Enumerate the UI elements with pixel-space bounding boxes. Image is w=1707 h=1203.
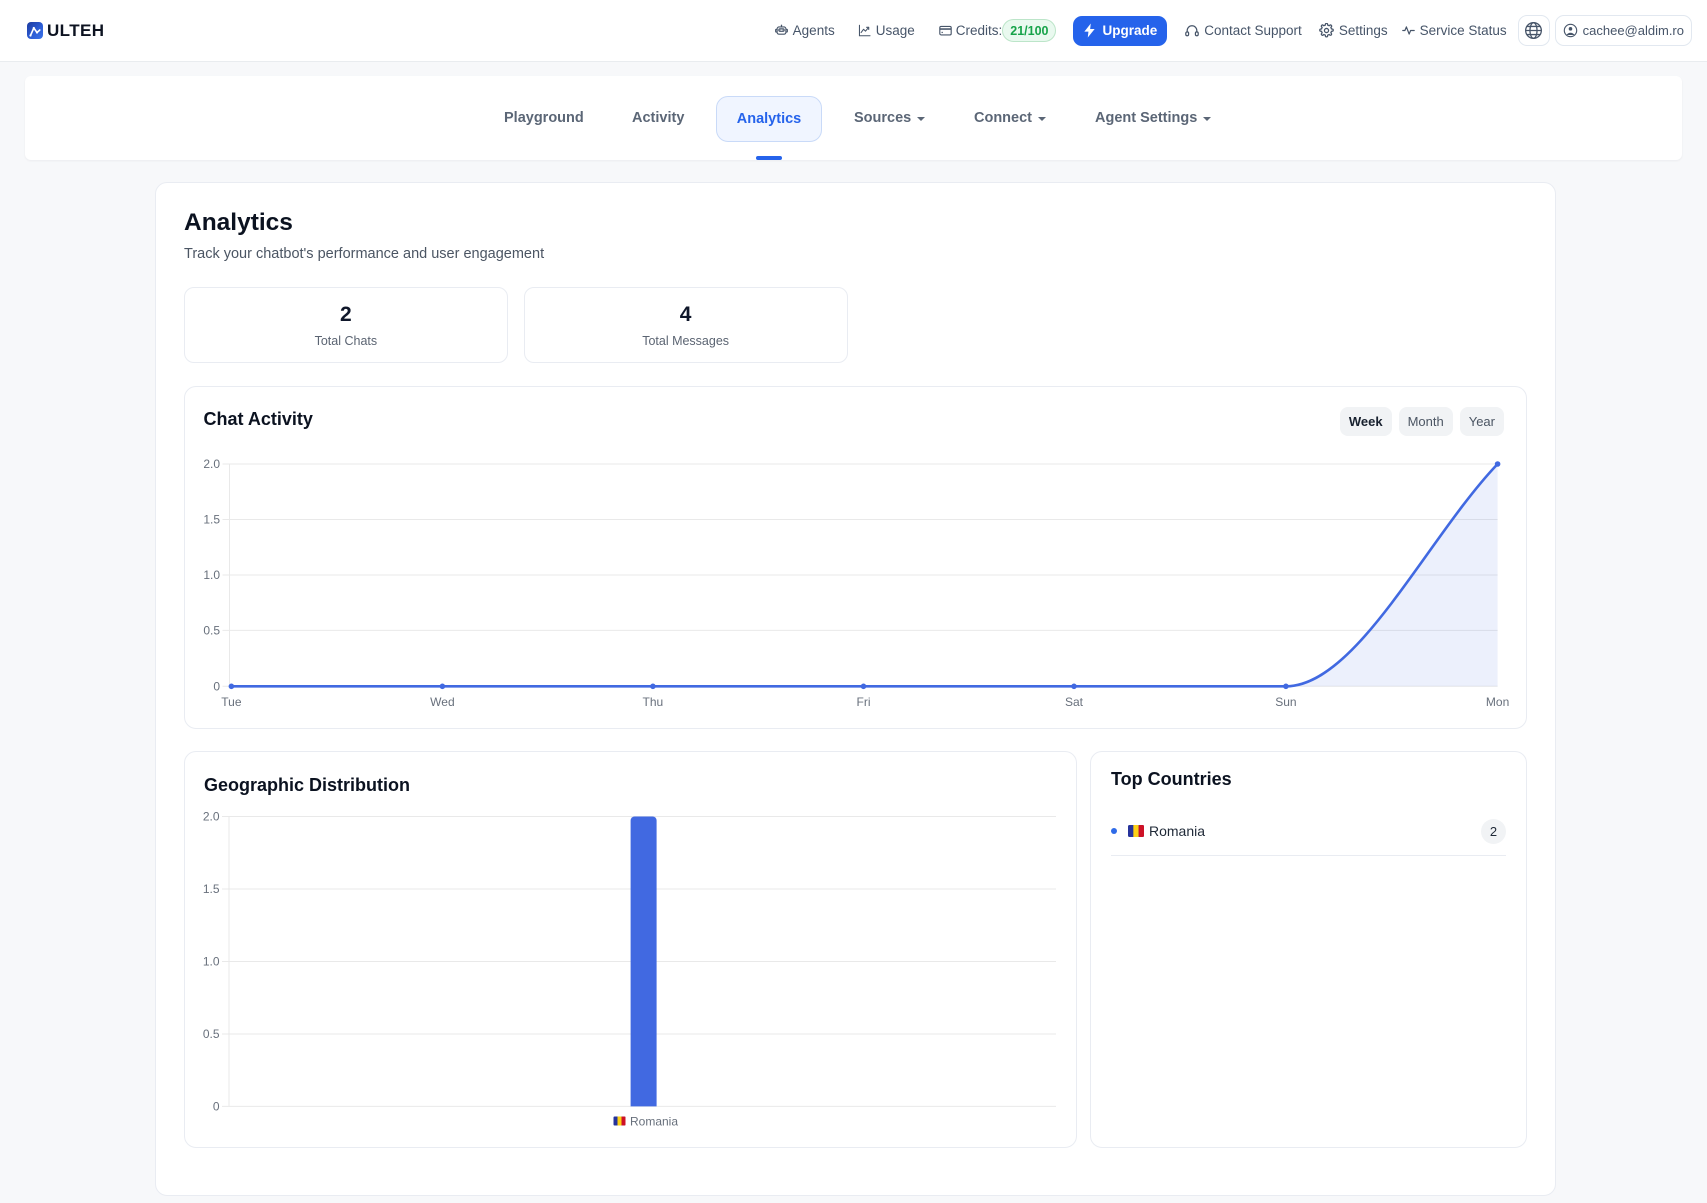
- svg-text:Thu: Thu: [643, 695, 664, 709]
- svg-text:2.0: 2.0: [203, 457, 220, 471]
- svg-text:Tue: Tue: [221, 695, 242, 709]
- svg-text:2.0: 2.0: [203, 809, 220, 823]
- svg-text:Fri: Fri: [857, 695, 871, 709]
- svg-text:1.5: 1.5: [203, 512, 220, 526]
- svg-text:1.0: 1.0: [203, 568, 220, 582]
- svg-text:Sat: Sat: [1065, 695, 1084, 709]
- svg-text:1.5: 1.5: [203, 882, 220, 896]
- svg-text:Sun: Sun: [1275, 695, 1296, 709]
- svg-text:1.0: 1.0: [203, 954, 220, 968]
- svg-text:Mon: Mon: [1486, 695, 1509, 709]
- svg-text:0: 0: [213, 679, 220, 693]
- svg-text:Romania: Romania: [630, 1114, 678, 1128]
- svg-text:0.5: 0.5: [203, 1027, 220, 1041]
- svg-text:0: 0: [213, 1099, 220, 1113]
- svg-text:Wed: Wed: [430, 695, 454, 709]
- svg-text:0.5: 0.5: [203, 623, 220, 637]
